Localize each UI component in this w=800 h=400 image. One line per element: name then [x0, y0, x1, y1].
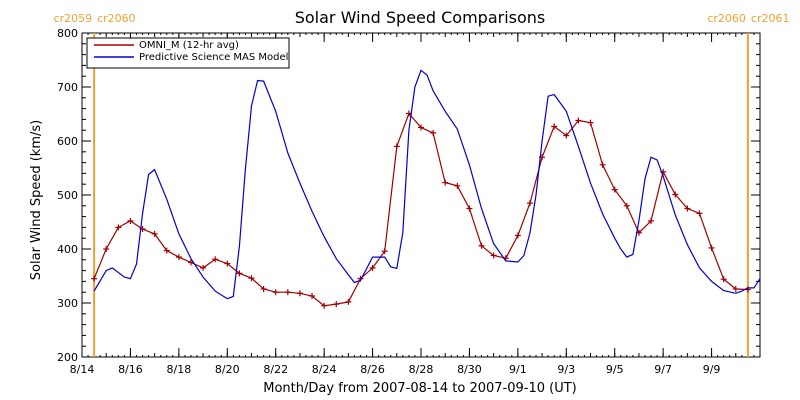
y-tick-label: 400 — [57, 243, 78, 256]
omni-data-point — [672, 191, 679, 198]
omni-data-point — [212, 256, 219, 263]
carrington-label-before: cr2059 — [54, 12, 93, 25]
y-axis-title: Solar Wind Speed (km/s) — [29, 120, 44, 280]
y-tick-label: 300 — [57, 297, 78, 310]
omni-data-point — [91, 275, 98, 282]
omni-data-point — [284, 289, 291, 296]
x-tick-label: 9/1 — [509, 363, 527, 376]
omni-data-point — [224, 260, 231, 267]
omni-data-point — [587, 119, 594, 126]
omni-data-point — [611, 186, 618, 193]
omni-data-point — [175, 254, 182, 261]
omni-data-point — [260, 285, 267, 292]
x-tick-label: 8/26 — [360, 363, 385, 376]
omni-data-point — [708, 244, 715, 251]
omni-data-point — [551, 123, 558, 130]
x-tick-label: 8/18 — [167, 363, 192, 376]
x-tick-label: 8/20 — [215, 363, 240, 376]
omni-data-point — [623, 202, 630, 209]
omni-data-point — [454, 182, 461, 189]
legend-box — [86, 37, 290, 69]
omni-data-point — [200, 264, 207, 271]
x-tick-label: 9/5 — [606, 363, 624, 376]
omni-data-point — [526, 200, 533, 207]
x-tick-label: 8/22 — [263, 363, 288, 376]
x-tick-label: 9/7 — [654, 363, 672, 376]
omni-data-point — [648, 217, 655, 224]
omni-data-point — [393, 143, 400, 150]
omni-data-point — [296, 290, 303, 297]
carrington-label-before: cr2060 — [707, 12, 746, 25]
omni-data-point — [151, 230, 158, 237]
omni-data-point — [272, 289, 279, 296]
carrington-label-after: cr2060 — [97, 12, 136, 25]
y-tick-label: 500 — [57, 189, 78, 202]
x-tick-label: 8/30 — [457, 363, 482, 376]
omni-data-point — [563, 132, 570, 139]
omni-series-line — [93, 112, 748, 307]
legend-label: OMNI_M (12-hr avg) — [139, 40, 239, 51]
x-axis-title: Month/Day from 2007-08-14 to 2007-09-10 … — [263, 381, 576, 396]
x-tick-label: 8/16 — [118, 363, 143, 376]
omni-data-point — [514, 232, 521, 239]
chart-title: Solar Wind Speed Comparisons — [295, 8, 546, 27]
omni-data-point — [490, 252, 497, 259]
plot-frame — [81, 32, 761, 358]
omni-data-point — [103, 246, 110, 252]
mas-model-series-line — [93, 69, 761, 300]
y-tick-label: 700 — [57, 81, 78, 94]
omni-data-point — [127, 217, 134, 224]
omni-data-point — [720, 276, 727, 283]
legend-label: Predictive Science MAS Model — [139, 52, 288, 63]
omni-data-point — [466, 205, 473, 212]
y-tick-label: 200 — [57, 351, 78, 364]
x-tick-label: 9/9 — [703, 363, 721, 376]
x-tick-label: 9/3 — [557, 363, 575, 376]
omni-data-point — [430, 129, 437, 136]
omni-data-point — [732, 285, 739, 292]
omni-data-point — [345, 298, 352, 305]
omni-data-point — [369, 264, 376, 271]
legend: OMNI_M (12-hr avg)Predictive Science MAS… — [86, 37, 290, 69]
omni-data-point — [333, 301, 340, 308]
x-tick-label: 8/28 — [409, 363, 434, 376]
omni-data-point — [321, 302, 328, 309]
x-tick-label: 8/24 — [312, 363, 337, 376]
omni-data-point — [381, 248, 388, 255]
carrington-label-after: cr2061 — [751, 12, 790, 25]
omni-data-point — [418, 124, 424, 131]
plot-area: 200 300 400 500 600 700 800 8/14 8/16 8/18 8/20 8/2… — [54, 12, 790, 376]
omni-data-point — [684, 205, 691, 212]
omni-data-point — [442, 179, 449, 186]
omni-data-point — [575, 117, 582, 124]
omni-data-point — [696, 210, 703, 217]
omni-data-point — [248, 275, 255, 282]
omni-data-point — [599, 161, 606, 168]
omni-data-point — [309, 292, 316, 299]
omni-data-point — [236, 270, 243, 277]
omni-data-point — [115, 224, 122, 231]
x-tick-label: 8/14 — [70, 363, 95, 376]
omni-data-point — [163, 247, 170, 254]
omni-data-point — [478, 242, 485, 249]
y-tick-label: 600 — [57, 135, 78, 148]
y-tick-label: 800 — [57, 27, 78, 40]
